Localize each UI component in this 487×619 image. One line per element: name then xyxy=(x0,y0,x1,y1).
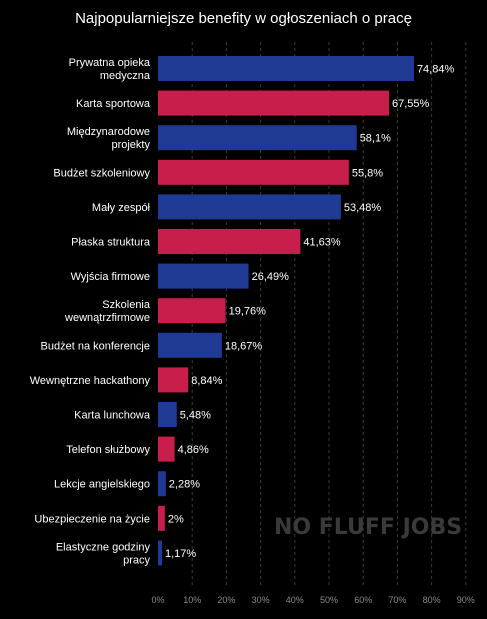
bar xyxy=(158,263,249,289)
category-label: projekty xyxy=(111,139,150,151)
bar xyxy=(158,194,341,220)
x-tick-label: 20% xyxy=(217,595,235,605)
category-label: Wewnętrzne hackathony xyxy=(30,375,151,387)
data-label: 1,17% xyxy=(165,548,196,560)
category-label: Wyjścia firmowe xyxy=(71,271,150,283)
data-label: 2,28% xyxy=(169,479,200,491)
x-tick-label: 40% xyxy=(286,595,304,605)
data-label: 53,48% xyxy=(344,202,382,214)
data-label: 55,8% xyxy=(352,167,383,179)
category-label: wewnątrzfirmowe xyxy=(64,312,150,324)
data-label: 26,49% xyxy=(252,271,290,283)
data-label: 2% xyxy=(168,513,184,525)
x-tick-label: 80% xyxy=(423,595,441,605)
bar xyxy=(158,229,301,254)
category-label: Mały zespół xyxy=(92,202,151,214)
x-tick-label: 60% xyxy=(354,595,372,605)
category-label: Ubezpieczenie na życie xyxy=(34,513,150,525)
category-label: medyczna xyxy=(100,70,151,82)
data-label: 74,84% xyxy=(417,64,455,76)
data-label: 8,84% xyxy=(191,375,222,387)
category-label: Prywatna opieka xyxy=(69,57,151,69)
category-label: Telefon służbowy xyxy=(66,444,150,456)
bar xyxy=(158,471,166,497)
x-tick-label: 30% xyxy=(252,595,270,605)
category-label: Szkolenia xyxy=(102,299,151,311)
data-label: 5,48% xyxy=(180,410,211,422)
data-label: 19,76% xyxy=(229,306,267,318)
category-label: Karta sportowa xyxy=(76,98,151,110)
bar xyxy=(158,367,189,393)
chart-title: Najpopularniejsze benefity w ogłoszeniac… xyxy=(75,10,412,27)
bar xyxy=(158,159,349,185)
bar xyxy=(158,505,165,531)
bar xyxy=(158,298,226,324)
category-label: Lekcje angielskiego xyxy=(54,479,150,491)
category-label: pracy xyxy=(123,554,150,566)
category-label: Budżet na konferencje xyxy=(41,340,150,352)
bar xyxy=(158,332,222,358)
category-label: Elastyczne godziny xyxy=(56,541,151,553)
category-label: Karta lunchowa xyxy=(74,410,151,422)
x-tick-label: 90% xyxy=(457,595,475,605)
x-tick-label: 0% xyxy=(151,595,164,605)
bar xyxy=(158,540,163,566)
bar xyxy=(158,402,177,427)
bar xyxy=(158,125,357,151)
category-label: Budżet szkoleniowy xyxy=(53,167,150,179)
data-label: 58,1% xyxy=(360,133,391,145)
category-label: Płaska struktura xyxy=(71,237,151,249)
x-tick-label: 10% xyxy=(183,595,201,605)
x-tick-label: 50% xyxy=(320,595,338,605)
category-label: Międzynarodowe xyxy=(67,126,150,138)
bar xyxy=(158,56,414,81)
data-label: 4,86% xyxy=(178,444,209,456)
bar xyxy=(158,90,390,116)
data-label: 67,55% xyxy=(392,98,430,110)
nofluffjobs-logo-watermark: NO FLUFF JOBS xyxy=(274,515,463,540)
data-label: 18,67% xyxy=(225,340,263,352)
bar xyxy=(158,436,175,462)
x-tick-label: 70% xyxy=(388,595,406,605)
data-label: 41,63% xyxy=(303,237,341,249)
